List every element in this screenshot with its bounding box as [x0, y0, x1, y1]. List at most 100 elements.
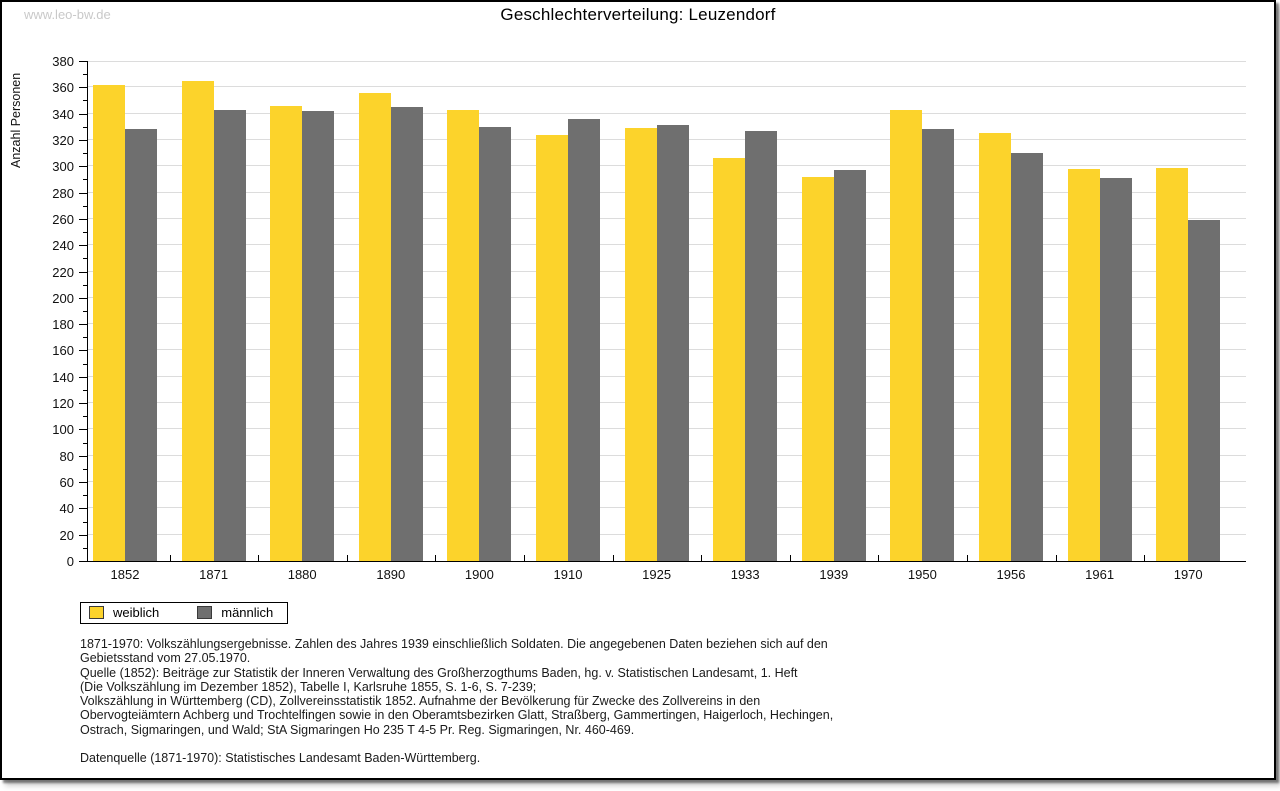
- x-tick-4: [524, 555, 525, 561]
- source-notes-text: 1871-1970: Volkszählungsergebnisse. Zahl…: [80, 637, 833, 737]
- gridline-340: [88, 113, 1246, 114]
- y-tick-320: [79, 140, 87, 141]
- bar-männlich-1910: [568, 119, 600, 561]
- bar-weiblich-1970: [1156, 168, 1189, 561]
- y-tick-300: [79, 166, 87, 167]
- gridline-380: [88, 61, 1246, 62]
- y-tick-label-260: 260: [52, 212, 74, 227]
- plot-area: [87, 61, 1246, 562]
- x-tick-label-1852: 1852: [110, 567, 140, 582]
- x-tick-9: [967, 555, 968, 561]
- y-tick-60: [79, 482, 87, 483]
- y-tick-140: [79, 377, 87, 378]
- x-tick-2: [346, 555, 348, 561]
- bar-weiblich-1950: [890, 110, 923, 561]
- x-tick-11: [1144, 555, 1146, 561]
- x-tick-1: [258, 555, 260, 561]
- y-tick-220: [79, 272, 87, 273]
- datasource-line: Datenquelle (1871-1970): Statistisches L…: [80, 751, 481, 766]
- x-tick-3: [435, 555, 437, 561]
- bar-weiblich-1871: [181, 81, 214, 561]
- y-tick-label-220: 220: [52, 265, 74, 280]
- y-tick-100: [79, 429, 87, 430]
- y-tick-label-300: 300: [52, 159, 74, 174]
- x-tick-label-1961: 1961: [1085, 567, 1115, 582]
- x-axis-tick-labels: 1852 1871 1880 1890 1900 1910 1925 1933 1939 1950…: [87, 567, 1245, 585]
- legend-label-männlich: männlich: [221, 605, 274, 620]
- source-note-line-5: Volkszählung in Württemberg (CD), Zollve…: [80, 694, 761, 709]
- x-tick-10: [1055, 555, 1057, 561]
- bar-männlich-1900: [479, 127, 512, 561]
- y-tick-label-0: 0: [66, 554, 74, 569]
- bar-männlich-1925: [656, 125, 689, 561]
- y-tick-10: [83, 548, 87, 549]
- y-tick-270: [83, 206, 87, 207]
- y-tick-110: [83, 416, 87, 417]
- bar-weiblich-1900: [447, 110, 480, 561]
- bar-männlich-1956: [1011, 153, 1043, 561]
- x-tick-label-1950: 1950: [907, 567, 937, 582]
- y-tick-label-320: 320: [52, 133, 74, 148]
- source-note-line-7: Ostrach, Sigmaringen, und Wald; StA Sigm…: [80, 722, 635, 737]
- y-tick-30: [83, 522, 87, 523]
- y-tick-340: [79, 114, 87, 115]
- x-tick-8: [878, 555, 880, 561]
- y-tick-180: [79, 324, 87, 325]
- legend-label-weiblich: weiblich: [113, 605, 160, 620]
- y-tick-360: [79, 87, 87, 88]
- y-tick-200: [79, 298, 87, 299]
- y-tick-210: [83, 285, 87, 286]
- y-tick-190: [83, 311, 87, 312]
- bar-weiblich-1961: [1067, 169, 1100, 561]
- source-note-line-6: Obervogteiämtern Achberg und Trochtelfin…: [80, 708, 834, 723]
- bar-männlich-1890: [390, 107, 423, 561]
- y-tick-0: [79, 561, 87, 562]
- y-tick-260: [79, 219, 87, 220]
- bar-weiblich-1933: [713, 158, 746, 561]
- y-tick-label-80: 80: [59, 449, 74, 464]
- bar-weiblich-1925: [624, 128, 657, 561]
- x-tick-7: [789, 555, 791, 561]
- gridline-360: [88, 86, 1246, 87]
- x-tick-label-1900: 1900: [464, 567, 494, 582]
- y-tick-20: [79, 535, 87, 536]
- y-axis-tick-labels: 0 20 40 60 80 100 120 140 160 180 200 220 240 260 280 3…: [32, 54, 76, 569]
- y-tick-label-160: 160: [52, 343, 74, 358]
- bar-männlich-1871: [213, 110, 246, 561]
- source-notes: 1871-1970: Volkszählungsergebnisse. Zahl…: [80, 637, 833, 765]
- legend-swatch-männlich: [197, 606, 213, 619]
- y-tick-380: [79, 61, 87, 62]
- y-tick-label-40: 40: [59, 501, 74, 516]
- x-tick-label-1871: 1871: [199, 567, 229, 582]
- source-note-line-3: Quelle (1852): Beiträge zur Statistik de…: [80, 665, 798, 680]
- chart-title: Geschlechterverteilung: Leuzendorf: [500, 5, 776, 24]
- x-tick-label-1880: 1880: [287, 567, 317, 582]
- legend: weiblich männlich: [80, 602, 289, 624]
- legend-item-männlich: männlich: [197, 605, 273, 620]
- y-tick-50: [83, 495, 87, 496]
- watermark: www.leo-bw.de: [24, 7, 111, 22]
- x-tick-label-1939: 1939: [819, 567, 849, 582]
- x-tick-label-1956: 1956: [996, 567, 1026, 582]
- x-tick-label-1970: 1970: [1173, 567, 1203, 582]
- y-tick-150: [83, 364, 87, 365]
- bar-weiblich-1910: [536, 135, 568, 561]
- x-tick-6: [701, 555, 703, 561]
- y-axis-ticks: [78, 61, 87, 562]
- x-tick-label-1933: 1933: [730, 567, 760, 582]
- x-tick-label-1925: 1925: [642, 567, 672, 582]
- x-tick-label-1910: 1910: [553, 567, 583, 582]
- y-tick-label-120: 120: [52, 396, 74, 411]
- y-tick-230: [83, 258, 87, 259]
- y-tick-120: [79, 403, 87, 404]
- bar-männlich-1950: [922, 129, 955, 561]
- y-tick-label-360: 360: [52, 80, 74, 95]
- y-tick-160: [79, 350, 87, 351]
- y-tick-250: [83, 232, 87, 233]
- bar-weiblich-1956: [979, 133, 1011, 561]
- y-tick-310: [83, 153, 87, 154]
- bar-männlich-1852: [125, 129, 157, 561]
- y-tick-280: [79, 193, 87, 194]
- y-tick-370: [83, 74, 87, 75]
